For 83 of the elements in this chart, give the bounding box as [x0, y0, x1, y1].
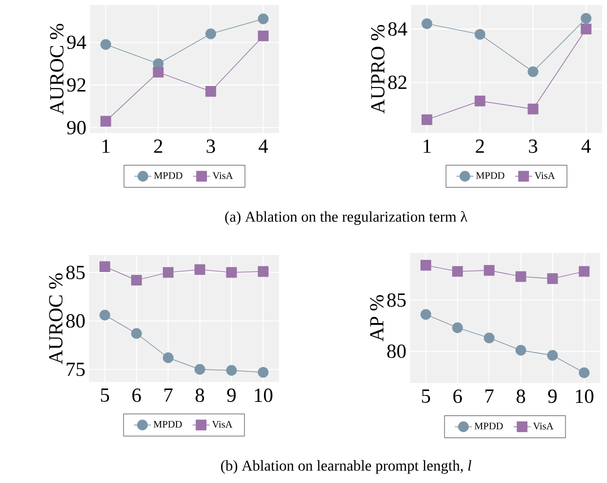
y-axis-title: AUROC % — [49, 273, 63, 364]
point — [162, 352, 174, 364]
x-tick-label: 8 — [196, 388, 204, 402]
x-tick-label: 5 — [101, 388, 110, 402]
point — [152, 66, 164, 78]
x-tick-label: 7 — [485, 390, 494, 403]
point — [515, 344, 526, 356]
y-tick-label: 80 — [387, 344, 406, 358]
point — [131, 274, 142, 286]
point — [99, 310, 110, 320]
point — [580, 12, 592, 24]
y-axis-title: AUPRO % — [371, 24, 385, 114]
y-axis-title: AP % — [370, 295, 384, 342]
text: (a) Ablation on the regularization term λ — [225, 211, 468, 225]
point — [100, 116, 112, 127]
text: (b) Ablation on learnable prompt length, l — [221, 460, 472, 474]
legend-label: MPDD — [154, 172, 182, 179]
y-tick-label: 75 — [66, 362, 85, 376]
x-tick-label: 9 — [227, 388, 236, 402]
point — [258, 30, 269, 42]
point — [578, 266, 590, 277]
x-tick-label: 2 — [476, 140, 484, 153]
point — [547, 350, 558, 361]
legend-label: MPDD — [476, 172, 504, 179]
point — [484, 332, 495, 344]
point — [162, 267, 174, 278]
point — [194, 264, 206, 275]
x-tick-label: 3 — [206, 140, 215, 153]
x-tick-label: 10 — [576, 390, 594, 404]
x-tick-label: 9 — [548, 390, 557, 403]
x-tick-label: 5 — [422, 390, 430, 403]
point — [420, 260, 432, 271]
y-tick-label: 85 — [387, 293, 406, 307]
y-tick-label: 92 — [67, 78, 86, 92]
x-tick-label: 4 — [581, 140, 591, 153]
x-tick-label: 8 — [516, 390, 526, 404]
x-tick-label: 1 — [102, 140, 110, 153]
point — [547, 273, 558, 284]
x-tick-label: 4 — [258, 140, 268, 153]
point — [422, 114, 432, 126]
point — [484, 265, 495, 276]
x-tick-label: 6 — [453, 390, 462, 403]
point — [580, 24, 592, 34]
point — [578, 367, 590, 378]
point — [205, 86, 216, 97]
point — [226, 365, 237, 376]
y-tick-label: 94 — [67, 36, 86, 50]
point — [258, 266, 269, 277]
point — [131, 328, 142, 339]
legend-label: MPDD — [474, 422, 503, 430]
point — [226, 267, 237, 278]
point — [515, 271, 526, 282]
x-tick-label: 3 — [528, 140, 538, 153]
legend-label: VisA — [534, 172, 555, 179]
point — [528, 104, 538, 114]
point — [205, 28, 216, 40]
x-tick-label: 1 — [424, 140, 431, 153]
point — [422, 18, 432, 30]
y-tick-label: 84 — [388, 22, 408, 36]
legend-label: VisA — [212, 420, 232, 428]
y-tick-label: 82 — [388, 76, 406, 90]
point — [452, 266, 463, 277]
point — [258, 366, 269, 378]
point — [528, 66, 538, 78]
point — [452, 322, 463, 334]
y-axis-title: AUROC % — [50, 24, 64, 115]
y-tick-label: 80 — [66, 314, 85, 328]
x-tick-label: 7 — [164, 388, 173, 402]
x-tick-label: 6 — [132, 388, 141, 402]
legend-label: VisA — [533, 422, 554, 430]
x-tick-label: 2 — [154, 140, 162, 153]
point — [474, 28, 486, 40]
y-tick-label: 85 — [66, 266, 85, 280]
legend-label: MPDD — [154, 420, 182, 428]
point — [420, 309, 432, 320]
y-tick-label: 90 — [67, 120, 86, 134]
point — [99, 261, 110, 272]
point — [100, 39, 112, 50]
point — [258, 14, 269, 24]
legend-label: VisA — [212, 172, 233, 179]
point — [194, 364, 206, 375]
x-tick-label: 10 — [254, 388, 272, 402]
point — [474, 96, 486, 106]
